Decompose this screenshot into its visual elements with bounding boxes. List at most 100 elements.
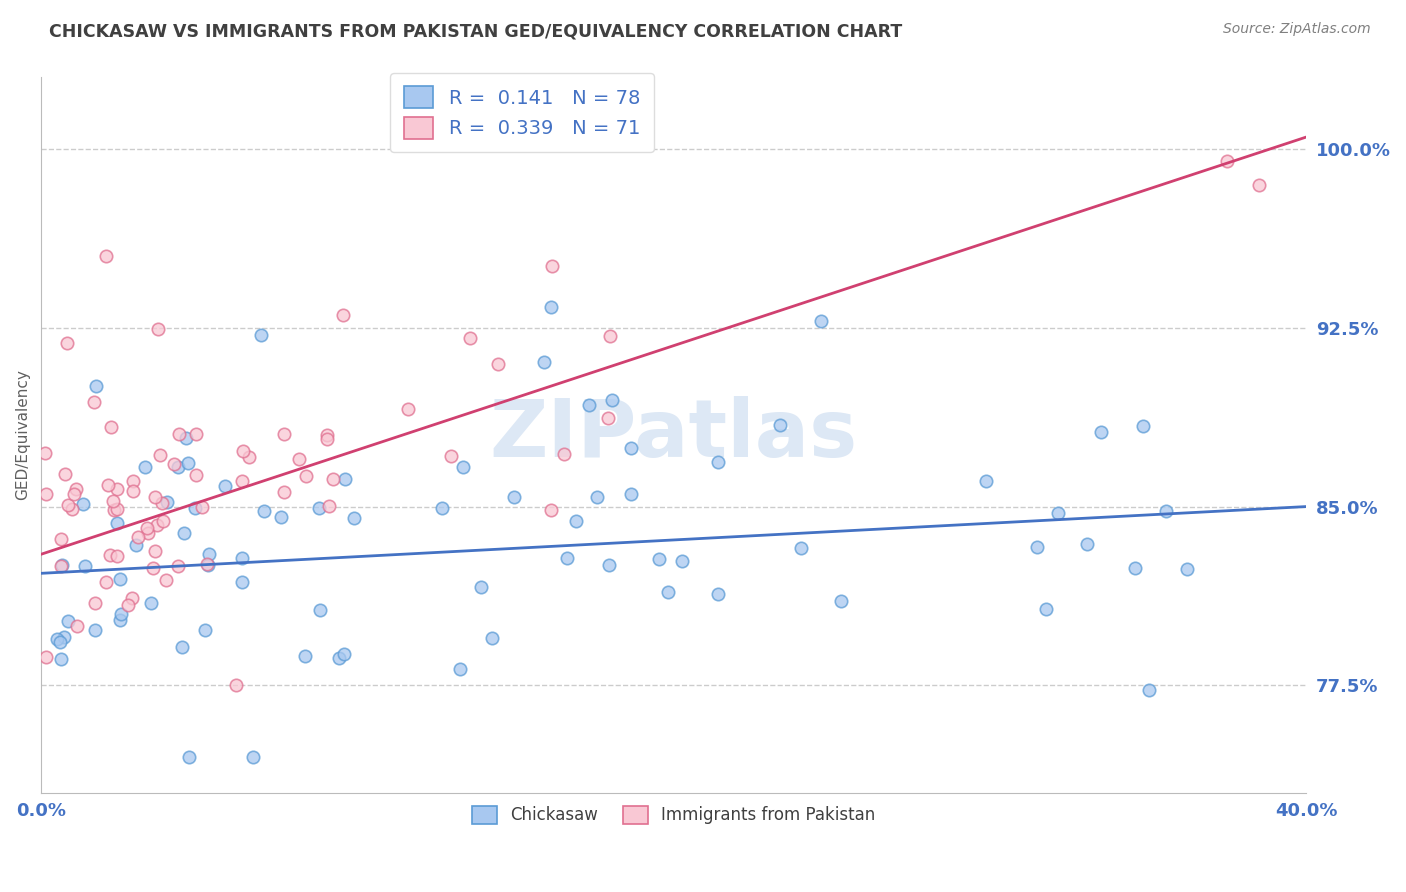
Point xyxy=(122,474,145,488)
Point xyxy=(86,379,108,393)
Point xyxy=(110,607,132,622)
Point xyxy=(145,491,167,505)
Point xyxy=(273,427,295,442)
Point xyxy=(620,487,643,501)
Point xyxy=(51,558,73,573)
Point xyxy=(294,468,316,483)
Point xyxy=(122,484,145,499)
Point xyxy=(318,500,340,514)
Point xyxy=(555,551,578,566)
Point xyxy=(396,401,419,416)
Point xyxy=(49,635,72,649)
Point xyxy=(540,300,562,314)
Point xyxy=(56,614,79,628)
Point xyxy=(66,619,89,633)
Point xyxy=(585,490,607,504)
Point xyxy=(179,750,201,764)
Point xyxy=(481,631,503,645)
Point xyxy=(105,482,128,496)
Point xyxy=(1247,178,1270,192)
Point xyxy=(343,510,366,524)
Point xyxy=(35,486,58,500)
Point xyxy=(1137,682,1160,697)
Point xyxy=(55,467,77,482)
Point xyxy=(451,460,474,475)
Point xyxy=(598,558,620,572)
Point xyxy=(135,521,157,535)
Point xyxy=(1123,561,1146,575)
Point xyxy=(231,474,253,488)
Point xyxy=(1035,601,1057,615)
Point xyxy=(316,432,339,446)
Point xyxy=(186,467,208,482)
Point xyxy=(184,501,207,516)
Point xyxy=(232,444,254,458)
Point xyxy=(156,495,179,509)
Point xyxy=(134,460,156,475)
Point xyxy=(440,449,463,463)
Point xyxy=(707,455,730,469)
Point xyxy=(100,419,122,434)
Point xyxy=(197,558,219,572)
Point xyxy=(186,427,208,442)
Point xyxy=(620,441,643,455)
Point xyxy=(503,490,526,504)
Point xyxy=(49,652,72,666)
Point xyxy=(830,594,852,608)
Point xyxy=(273,485,295,500)
Point xyxy=(83,623,105,637)
Point xyxy=(152,514,174,528)
Point xyxy=(142,560,165,574)
Point xyxy=(974,475,997,489)
Point xyxy=(149,449,172,463)
Point xyxy=(648,552,671,566)
Point xyxy=(432,500,454,515)
Point xyxy=(155,573,177,587)
Point xyxy=(108,572,131,586)
Point xyxy=(73,559,96,574)
Point xyxy=(98,548,121,562)
Point xyxy=(198,548,221,562)
Point xyxy=(316,427,339,442)
Point xyxy=(596,410,619,425)
Point xyxy=(458,331,481,345)
Point xyxy=(308,500,330,515)
Point xyxy=(600,392,623,407)
Point xyxy=(332,648,354,662)
Point xyxy=(249,327,271,342)
Point xyxy=(332,308,354,322)
Point xyxy=(449,662,471,676)
Point xyxy=(1025,541,1047,555)
Point xyxy=(152,496,174,510)
Point xyxy=(49,558,72,573)
Point xyxy=(127,530,149,544)
Point xyxy=(322,472,344,486)
Point xyxy=(599,328,621,343)
Point xyxy=(1216,153,1239,168)
Point xyxy=(62,502,84,516)
Text: ZIPatlas: ZIPatlas xyxy=(489,396,858,474)
Point xyxy=(125,538,148,552)
Point xyxy=(671,554,693,568)
Point xyxy=(541,259,564,273)
Point xyxy=(94,249,117,263)
Point xyxy=(707,586,730,600)
Point xyxy=(56,335,79,350)
Point xyxy=(117,599,139,613)
Point xyxy=(194,624,217,638)
Point xyxy=(49,532,72,546)
Point xyxy=(139,596,162,610)
Point xyxy=(173,526,195,541)
Point xyxy=(578,398,600,412)
Point xyxy=(191,500,214,514)
Point xyxy=(56,498,79,512)
Point xyxy=(101,493,124,508)
Point xyxy=(105,502,128,516)
Point xyxy=(176,456,198,470)
Point xyxy=(97,478,120,492)
Y-axis label: GED/Equivalency: GED/Equivalency xyxy=(15,369,30,500)
Point xyxy=(470,580,492,594)
Point xyxy=(657,585,679,599)
Point xyxy=(167,559,190,574)
Point xyxy=(121,591,143,605)
